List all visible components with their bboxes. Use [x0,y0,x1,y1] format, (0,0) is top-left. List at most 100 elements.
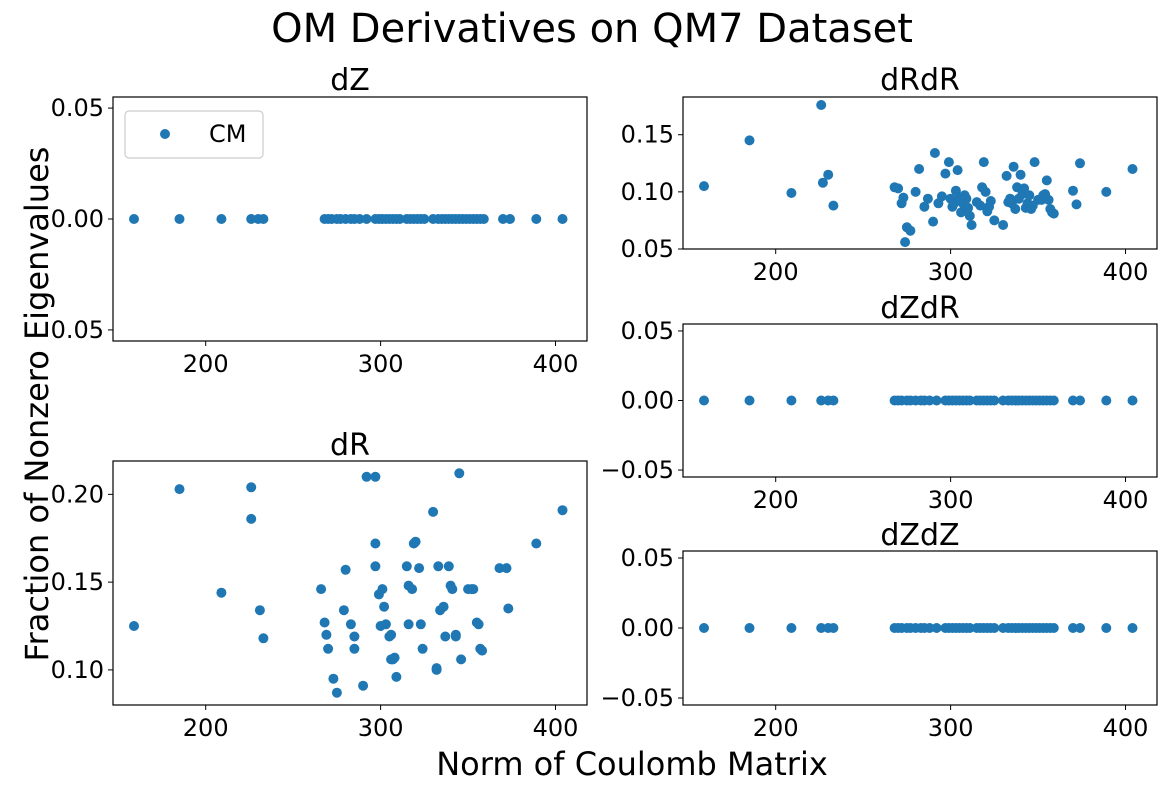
data-point [910,186,921,197]
data-point [345,619,356,630]
data-point [975,200,986,211]
x-tick-label: 300 [358,714,404,742]
data-point [964,395,975,406]
data-point [931,395,942,406]
y-tick-label: 0.05 [621,544,674,572]
x-tick-label: 300 [358,350,404,378]
data-point [349,631,360,642]
data-point [450,629,461,640]
data-point [415,619,426,630]
data-point [964,210,975,221]
subplot-dzdz: dZdZ 200 300 400 0.05 0.00 −0.05 [600,518,1158,742]
plot-frame [112,460,588,706]
data-point [929,148,940,158]
data-point [414,563,425,574]
data-point [328,673,339,684]
data-point [1041,175,1052,186]
x-tick-label: 400 [1103,714,1149,742]
data-point [816,100,827,110]
x-tick-label: 300 [928,486,974,514]
data-point [501,563,512,574]
data-point [319,617,330,628]
data-point [174,214,185,224]
data-point [129,214,139,224]
data-point [361,471,372,482]
subplot-title: dZdZ [880,518,959,553]
data-point [394,214,405,224]
data-point [246,214,257,224]
data-point [786,395,797,406]
data-point [1068,185,1078,196]
data-point [924,395,935,406]
data-point [786,188,797,198]
data-point [403,619,414,630]
data-point [1024,190,1035,201]
y-tick-label: 0.05 [621,235,674,263]
data-point [531,538,542,549]
legend: CM [124,110,264,159]
data-point [531,214,542,224]
data-point [985,196,996,206]
data-point [1101,395,1112,406]
data-point [440,631,451,642]
y-tick-label: 0.20 [51,480,104,508]
data-point [340,564,351,575]
data-point [407,584,418,595]
x-tick-label: 400 [1103,486,1149,514]
data-point [1068,623,1078,633]
data-point [952,165,963,176]
subplot-drdr: dRdR 200 300 400 0.15 0.10 0.05 [621,63,1158,286]
data-point [498,214,508,224]
data-point [1101,623,1112,633]
data-point [940,168,951,179]
y-tick-label: 0.05 [621,317,674,345]
data-point [1068,395,1078,406]
x-tick-label: 400 [1103,258,1149,286]
data-point [1101,186,1112,197]
legend-marker [160,129,170,139]
data-point [358,680,369,691]
data-point [338,605,349,616]
data-point [258,633,269,644]
data-point [816,623,827,633]
data-point [174,484,185,495]
data-point [129,621,139,631]
data-point [410,536,421,547]
data-point [816,395,827,406]
data-point [557,214,568,224]
data-point [478,214,489,224]
subplot-dz: dZ 200 300 400 0.05 0.00 0.05 CM [51,63,588,378]
data-point [386,629,397,640]
data-point [443,561,454,572]
data-point [505,214,515,224]
subplot-panels: dZ 200 300 400 0.05 0.00 0.05 CM dRdR 200 300 400 0.… [51,63,1158,742]
data-point [936,191,947,202]
data-point [370,561,381,572]
data-point [1043,194,1054,205]
data-point [428,506,439,517]
subplot-title: dR [330,428,370,463]
subplot-dzdr: dZdR 200 300 400 0.05 0.00 −0.05 [600,291,1158,514]
data-point [431,664,442,675]
data-point [503,603,514,614]
data-point [1127,164,1138,174]
data-point [361,214,372,224]
data-point [1127,623,1138,633]
x-tick-label: 200 [183,350,229,378]
data-point [1048,208,1059,219]
data-point [216,214,227,224]
data-point [216,587,227,598]
x-tick-label: 400 [533,714,579,742]
data-point [1075,623,1085,633]
data-point [389,652,400,663]
data-point [494,563,505,574]
data-point [699,623,709,633]
data-point [468,584,479,595]
data-point [828,200,839,211]
data-point [379,601,390,612]
legend-box [124,110,264,159]
data-point [419,214,430,224]
data-point [391,671,402,682]
data-point [931,623,942,633]
data-point [699,395,709,406]
